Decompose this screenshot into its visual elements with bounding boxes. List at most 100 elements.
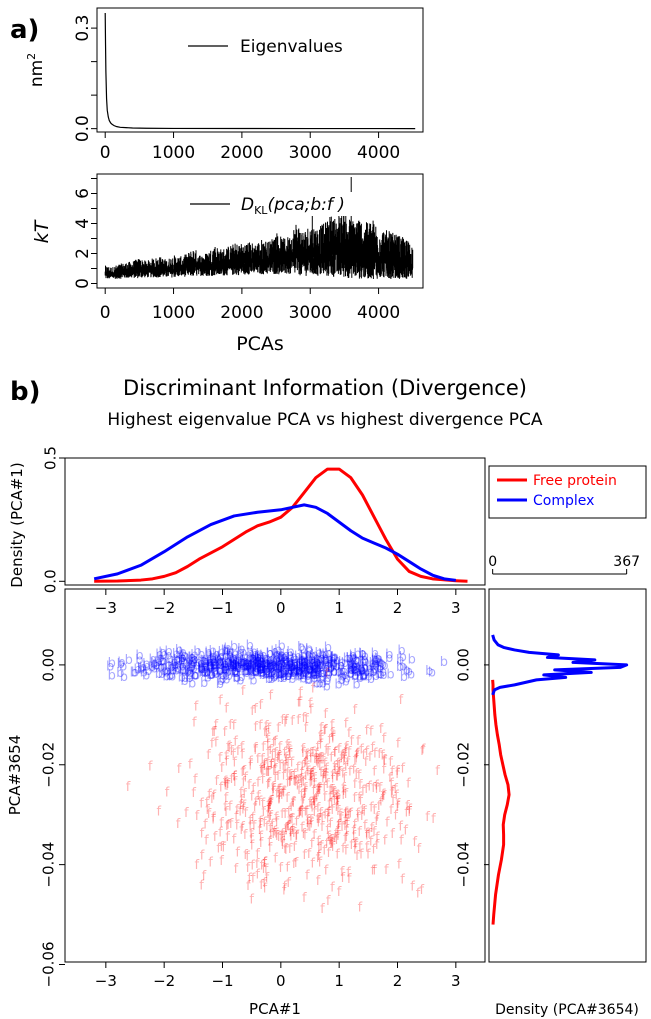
- free-density-line: [94, 467, 468, 583]
- complex-point: b: [310, 662, 318, 677]
- free-point: f: [371, 781, 376, 796]
- free-point: f: [281, 838, 286, 853]
- x-tick-label: 3: [451, 972, 461, 990]
- complex-point: b: [231, 664, 239, 679]
- free-point: f: [270, 817, 275, 832]
- complex-point: b: [319, 677, 327, 692]
- free-point: f: [267, 797, 272, 812]
- free-point: f: [324, 761, 329, 776]
- complex-point: b: [247, 661, 255, 676]
- complex-point: b: [350, 663, 358, 678]
- complex-point: b: [276, 650, 284, 665]
- complex-point: b: [170, 660, 178, 675]
- complex-point: b: [285, 665, 293, 680]
- free-point: f: [277, 750, 282, 765]
- free-point: f: [303, 787, 308, 802]
- complex-point: b: [167, 668, 175, 683]
- free-point: f: [219, 781, 224, 796]
- complex-point: b: [346, 658, 354, 673]
- complex-point: b: [251, 664, 259, 679]
- free-point: f: [241, 684, 246, 699]
- complex-point: b: [275, 658, 283, 673]
- complex-point: b: [285, 666, 293, 681]
- complex-point: b: [237, 655, 245, 670]
- complex-point: b: [299, 666, 307, 681]
- free-point: f: [305, 804, 310, 819]
- free-point: f: [336, 822, 341, 837]
- complex-point: b: [232, 655, 240, 670]
- complex-point: b: [277, 652, 285, 667]
- complex-point: b: [306, 649, 314, 664]
- complex-point: b: [294, 669, 302, 684]
- free-point: f: [268, 798, 273, 813]
- y-axis-label: Density (PCA#1): [8, 462, 26, 587]
- complex-point: b: [230, 660, 238, 675]
- free-point: f: [342, 754, 347, 769]
- complex-point: b: [231, 664, 239, 679]
- complex-point: b: [375, 655, 383, 670]
- complex-point: b: [117, 655, 125, 670]
- free-point: f: [396, 737, 401, 752]
- complex-point: b: [265, 646, 273, 661]
- free-point: f: [240, 747, 245, 762]
- free-point: f: [266, 732, 271, 747]
- complex-point: b: [170, 655, 178, 670]
- y-tick-label: 0.0: [42, 569, 60, 593]
- complex-point: b: [272, 652, 280, 667]
- complex-point: b: [293, 657, 301, 672]
- free-point: f: [265, 819, 270, 834]
- free-point: f: [390, 827, 395, 842]
- free-point: f: [322, 767, 327, 782]
- complex-point: b: [371, 647, 379, 662]
- complex-point: b: [281, 656, 289, 671]
- complex-point: b: [251, 665, 259, 680]
- free-point: f: [309, 816, 314, 831]
- complex-point: b: [379, 665, 387, 680]
- free-point: f: [248, 814, 253, 829]
- y-tick-label: 0.3: [73, 15, 93, 42]
- free-point: f: [219, 854, 224, 869]
- complex-point: b: [169, 664, 177, 679]
- complex-point: b: [252, 655, 260, 670]
- free-point: f: [243, 771, 248, 786]
- complex-point: b: [330, 656, 338, 671]
- free-point: f: [330, 795, 335, 810]
- free-point: f: [288, 745, 293, 760]
- complex-point: b: [343, 672, 351, 687]
- free-point: f: [379, 722, 384, 737]
- free-point: f: [263, 882, 268, 897]
- complex-point: b: [106, 660, 114, 675]
- complex-point: b: [318, 670, 326, 685]
- complex-point: b: [222, 649, 230, 664]
- free-point: f: [313, 752, 318, 767]
- free-point: f: [211, 812, 216, 827]
- complex-point: b: [296, 665, 304, 680]
- complex-point: b: [267, 672, 275, 687]
- complex-point: b: [375, 652, 383, 667]
- complex-point: b: [187, 657, 195, 672]
- complex-point: b: [349, 651, 357, 666]
- free-point: f: [283, 879, 288, 894]
- free-point: f: [261, 740, 266, 755]
- free-point: f: [352, 829, 357, 844]
- free-point: f: [226, 777, 231, 792]
- plot-frame: [64, 588, 486, 963]
- complex-point: b: [108, 656, 116, 671]
- complex-point: b: [265, 660, 273, 675]
- complex-point: b: [174, 662, 182, 677]
- free-point: f: [326, 812, 331, 827]
- complex-point: b: [294, 650, 302, 665]
- complex-point: b: [298, 661, 306, 676]
- free-point: f: [298, 696, 303, 711]
- free-point: f: [276, 769, 281, 784]
- complex-point: b: [313, 655, 321, 670]
- free-point: f: [261, 805, 266, 820]
- complex-point: b: [231, 665, 239, 680]
- free-point: f: [330, 803, 335, 818]
- free-point: f: [184, 806, 189, 821]
- complex-point: b: [262, 656, 270, 671]
- free-point: f: [241, 802, 246, 817]
- y-axis-label: PCA#3654: [6, 735, 24, 816]
- free-point: f: [333, 762, 338, 777]
- free-point: f: [322, 844, 327, 859]
